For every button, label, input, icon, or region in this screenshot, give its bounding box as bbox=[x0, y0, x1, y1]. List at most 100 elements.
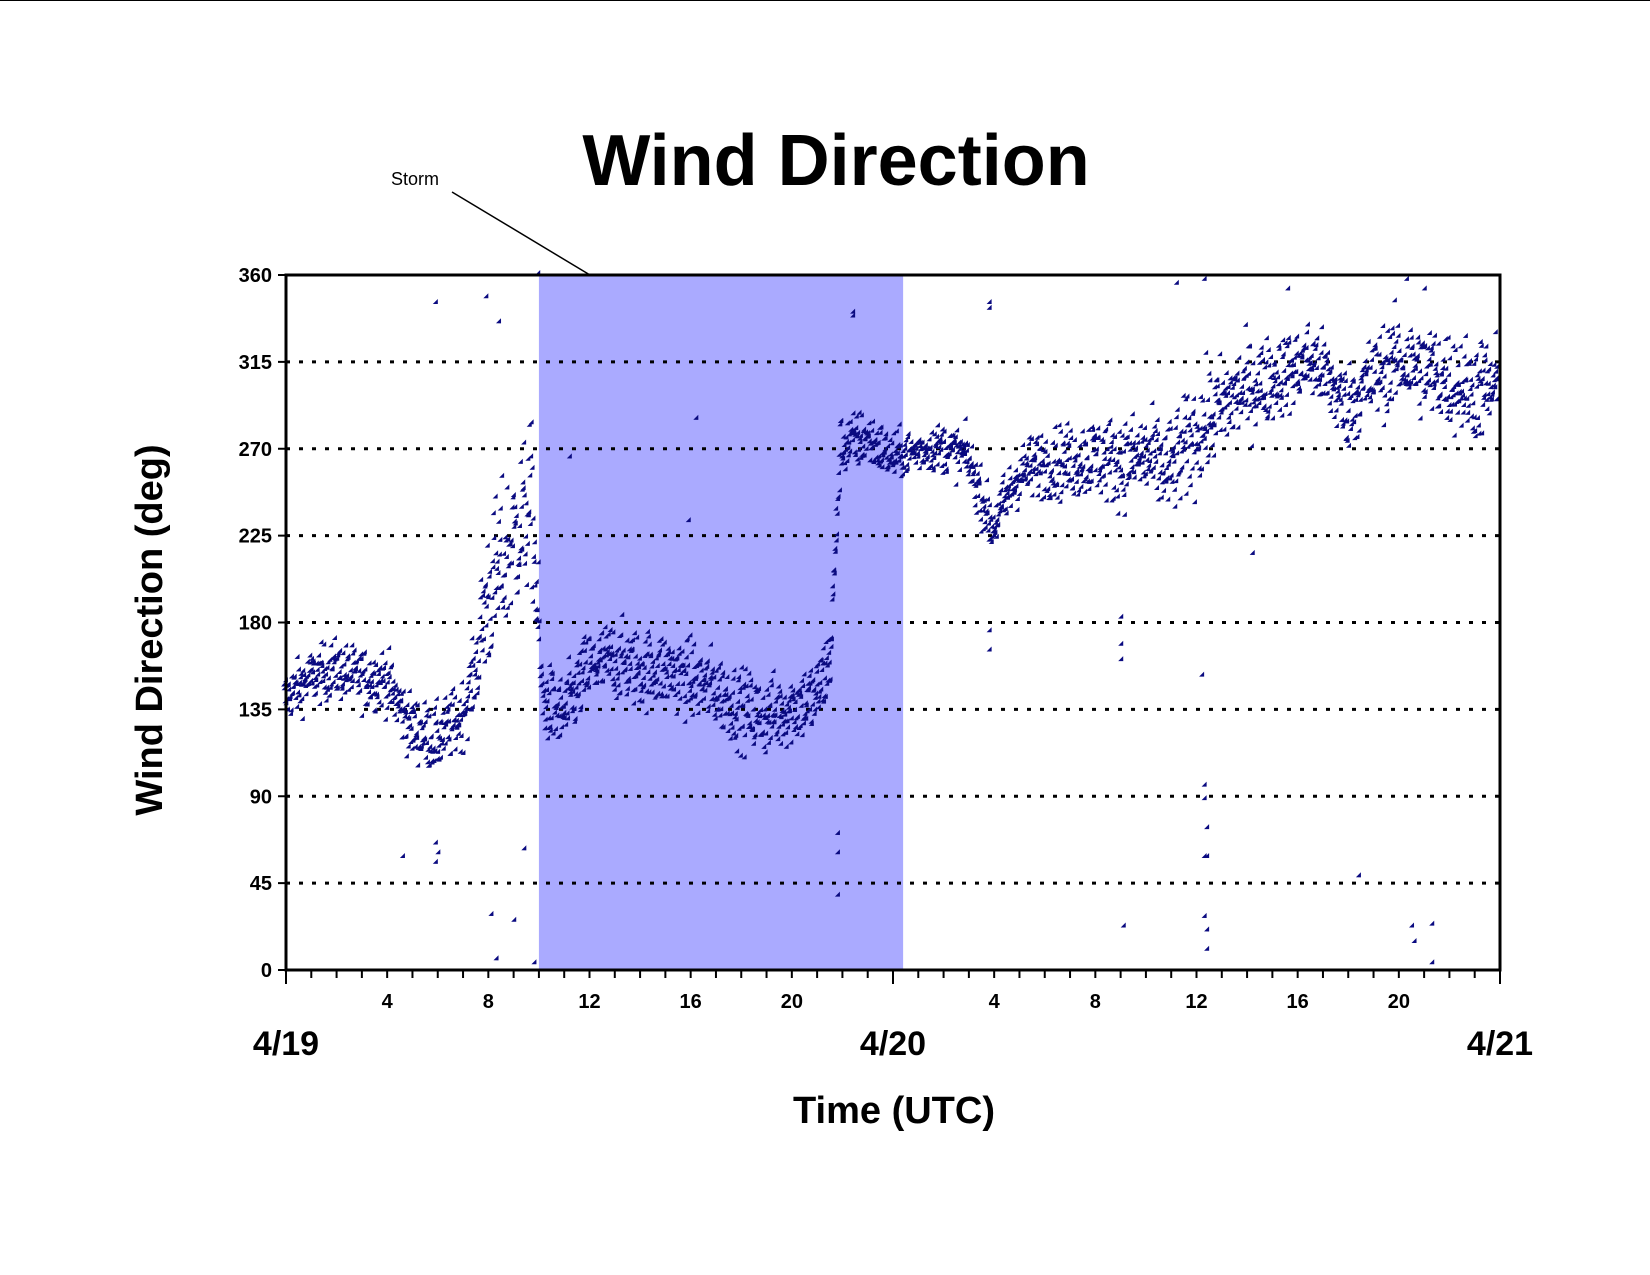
data-point bbox=[552, 726, 558, 732]
data-point bbox=[761, 743, 767, 749]
data-point bbox=[529, 584, 535, 590]
data-point bbox=[402, 709, 408, 715]
data-point bbox=[1272, 378, 1278, 384]
data-point bbox=[1195, 441, 1201, 447]
data-point bbox=[1285, 285, 1291, 291]
data-point bbox=[788, 715, 794, 721]
data-point bbox=[871, 459, 877, 465]
data-point bbox=[783, 743, 789, 749]
data-point bbox=[386, 644, 392, 650]
data-point bbox=[999, 479, 1005, 485]
data-point bbox=[728, 720, 734, 726]
data-point bbox=[1441, 396, 1447, 402]
data-point bbox=[531, 959, 537, 965]
data-point bbox=[806, 672, 812, 678]
data-point bbox=[1268, 392, 1274, 398]
data-point bbox=[926, 436, 932, 442]
data-point bbox=[1373, 351, 1379, 357]
data-point bbox=[979, 495, 985, 501]
data-point bbox=[1448, 394, 1454, 400]
data-point bbox=[531, 558, 537, 564]
data-point bbox=[378, 677, 384, 683]
data-point bbox=[1232, 374, 1238, 380]
data-point bbox=[715, 664, 721, 670]
data-point bbox=[803, 715, 809, 721]
data-point bbox=[1186, 415, 1192, 421]
data-point bbox=[733, 732, 739, 738]
data-point bbox=[1020, 442, 1026, 448]
data-point bbox=[1280, 337, 1286, 343]
data-point bbox=[829, 596, 835, 602]
data-point bbox=[544, 698, 550, 704]
data-point bbox=[874, 457, 880, 463]
data-point bbox=[1192, 440, 1198, 446]
x-tick-label: 4 bbox=[989, 991, 1001, 1013]
data-point bbox=[1019, 478, 1025, 484]
data-point bbox=[355, 682, 361, 688]
data-point bbox=[1430, 379, 1436, 385]
data-point bbox=[1162, 434, 1168, 440]
data-point bbox=[1062, 432, 1068, 438]
data-point bbox=[358, 651, 364, 657]
data-point bbox=[1162, 450, 1168, 456]
data-point bbox=[711, 674, 717, 680]
data-point bbox=[1034, 441, 1040, 447]
data-point bbox=[1333, 407, 1339, 413]
data-point bbox=[472, 671, 478, 677]
data-point bbox=[471, 694, 477, 700]
y-tick-label: 45 bbox=[250, 873, 272, 895]
data-point bbox=[1200, 424, 1206, 430]
data-point bbox=[1069, 485, 1075, 491]
data-point bbox=[867, 457, 873, 463]
data-point bbox=[543, 678, 549, 684]
data-point bbox=[619, 611, 625, 617]
data-point bbox=[913, 459, 919, 465]
data-point bbox=[492, 589, 498, 595]
data-point bbox=[1228, 410, 1234, 416]
data-point bbox=[440, 709, 446, 715]
data-point bbox=[971, 493, 977, 499]
data-point bbox=[1445, 334, 1451, 340]
data-point bbox=[1478, 380, 1484, 386]
data-point bbox=[299, 715, 305, 721]
data-point bbox=[442, 694, 448, 700]
data-point bbox=[1225, 414, 1231, 420]
data-point bbox=[1266, 362, 1272, 368]
data-point bbox=[1107, 448, 1113, 454]
data-point bbox=[1349, 376, 1355, 382]
data-point bbox=[581, 633, 587, 639]
data-point bbox=[654, 676, 660, 682]
data-point bbox=[602, 624, 608, 630]
data-point bbox=[1139, 459, 1145, 465]
data-point bbox=[523, 581, 529, 587]
data-point bbox=[1211, 452, 1217, 458]
data-point bbox=[1311, 360, 1317, 366]
data-point bbox=[1144, 456, 1150, 462]
data-point bbox=[960, 447, 966, 453]
data-point bbox=[1057, 498, 1063, 504]
data-point bbox=[1431, 332, 1437, 338]
data-point bbox=[991, 524, 997, 530]
data-point bbox=[1304, 372, 1310, 378]
data-point bbox=[1199, 397, 1205, 403]
data-point bbox=[473, 639, 479, 645]
data-point bbox=[351, 647, 357, 653]
data-point bbox=[850, 410, 856, 416]
data-point bbox=[1422, 342, 1428, 348]
data-point bbox=[1261, 403, 1267, 409]
data-point bbox=[631, 630, 637, 636]
data-point bbox=[1150, 464, 1156, 470]
data-point bbox=[448, 690, 454, 696]
data-point bbox=[1153, 458, 1159, 464]
data-point bbox=[1342, 417, 1348, 423]
data-point bbox=[1389, 325, 1395, 331]
data-point bbox=[750, 706, 756, 712]
data-point bbox=[1357, 396, 1363, 402]
data-point bbox=[963, 463, 969, 469]
data-point bbox=[1247, 343, 1253, 349]
data-point bbox=[1087, 468, 1093, 474]
data-point bbox=[970, 463, 976, 469]
data-point bbox=[737, 685, 743, 691]
data-point bbox=[1042, 438, 1048, 444]
data-point bbox=[543, 704, 549, 710]
